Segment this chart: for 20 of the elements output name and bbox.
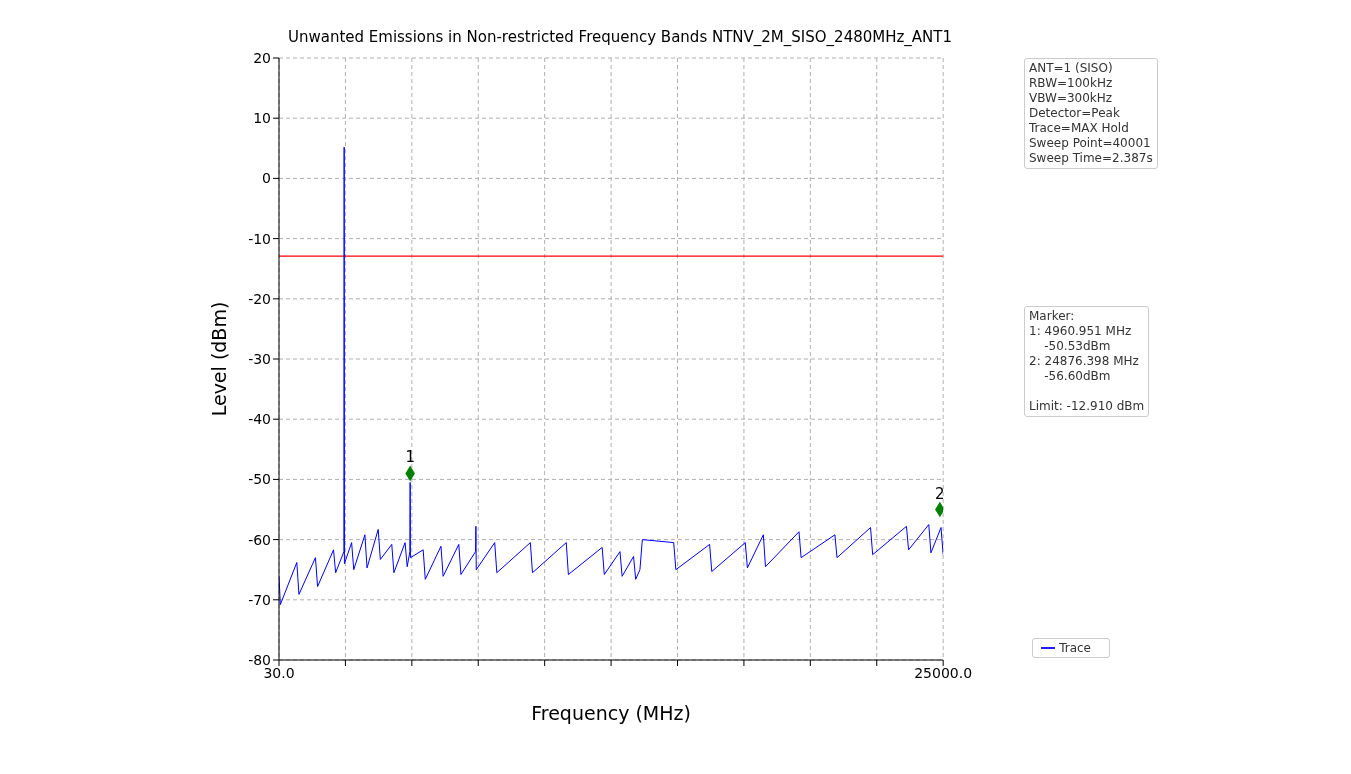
y-tick-label: 20 xyxy=(253,49,271,66)
x-tick-label: 25000.0 xyxy=(914,664,973,681)
y-tick-label: -20 xyxy=(248,290,271,307)
text: Marker: 1: 4960.951 MHz -50.53dBm 2: 24876.398 MHz -56.60dBm Limit: -12.910 dBm xyxy=(1029,309,1145,413)
line-series xyxy=(279,146,944,606)
y-tick-label: -10 xyxy=(248,230,271,247)
y-tick-label: -60 xyxy=(248,531,271,548)
legend-label: Trace xyxy=(1059,640,1091,655)
y-tick-label: -40 xyxy=(248,411,271,428)
x-axis-title: Frequency (MHz) xyxy=(531,702,691,724)
annotation: 2 xyxy=(935,484,945,503)
y-tick-label: -50 xyxy=(248,471,271,488)
text: ANT=1 (SISO) RBW=100kHz VBW=300kHz Detector=Peak Trace=MAX Hold Sweep Point=40001 Sweep Time=2.387s xyxy=(1024,58,1158,169)
y-axis-title: Level (dBm) xyxy=(207,301,230,417)
annotation: 1 xyxy=(405,448,415,467)
y-tick-label: -30 xyxy=(248,350,271,367)
y-tick-label: -70 xyxy=(248,591,271,608)
y-tick-label: 0 xyxy=(262,170,271,187)
y-tick-label: 10 xyxy=(253,110,271,127)
chart-title: Unwanted Emissions in Non-restricted Frequency Bands NTNV_2M_SISO_2480MHz_ANT1 xyxy=(286,28,954,46)
